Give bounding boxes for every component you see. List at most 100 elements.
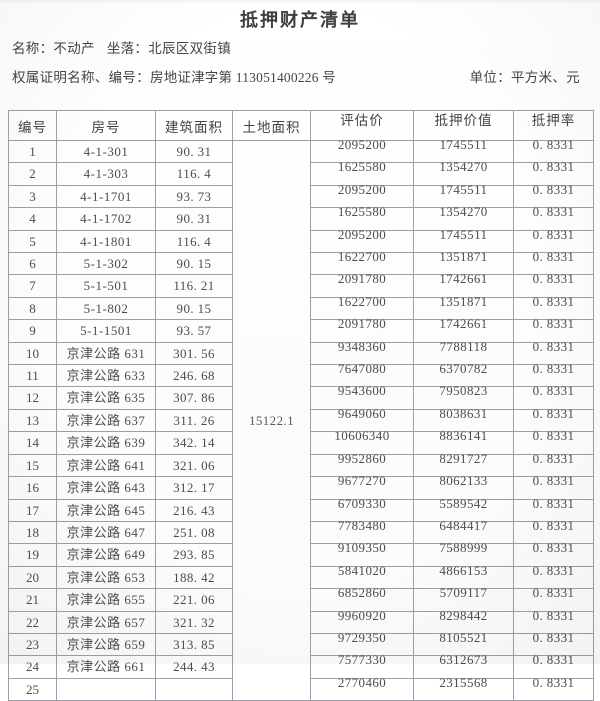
cell-mortgage-rate: 0. 8331 <box>513 581 594 605</box>
cell-building-area: 293. 85 <box>155 543 233 567</box>
cell-id: 10 <box>8 341 57 366</box>
cell-mortgage-value: 8298442 <box>413 603 514 627</box>
location-value: 北辰区双街镇 <box>148 41 232 56</box>
meta-line-certificate-unit: 权属证明名称、编号：房地证津字第 113051400226 号 单位：平方米、元 <box>0 69 600 87</box>
cell-mortgage-rate: 0. 8331 <box>513 648 594 672</box>
cell-mortgage-value: 1745511 <box>413 177 514 202</box>
cell-building-area: 321. 06 <box>155 453 233 478</box>
cell-id: 23 <box>8 632 57 657</box>
table-row: 2 4-1-303 116. 4 1625580 1354270 0. 8331 <box>8 155 594 186</box>
meta-line-name-location: 名称：不动产 坐落：北辰区双街镇 <box>0 40 600 58</box>
cell-room: 5-1-501 <box>56 274 156 298</box>
cell-room: 4-1-1801 <box>56 229 156 254</box>
cell-room: 京津公路 633 <box>56 364 156 388</box>
cell-id: 14 <box>8 431 57 455</box>
cell-mortgage-value: 4866153 <box>413 558 514 583</box>
cell-room: 京津公路 637 <box>56 408 156 433</box>
table-header: 编号 房号 建筑面积 土地面积 评估价 抵押价值 抵押率 <box>8 103 594 141</box>
cell-mortgage-value: 1742661 <box>413 267 514 291</box>
table-row: 12 京津公路 635 307. 86 9543600 7950823 0. 8331 <box>8 379 594 410</box>
cell-land-area-merged: 15122.1 <box>232 139 311 701</box>
column-header-building-area: 建筑面积 <box>155 110 233 141</box>
cell-building-area: 216. 43 <box>155 498 233 522</box>
cell-appraised-price: 9649060 <box>310 401 414 426</box>
cell-appraised-price: 9677270 <box>310 469 414 493</box>
cell-building-area <box>155 677 233 701</box>
cell-mortgage-value: 5589542 <box>413 491 514 515</box>
cell-id: 17 <box>8 498 57 522</box>
cell-mortgage-rate: 0. 8331 <box>513 357 594 381</box>
table-row: 15 京津公路 641 321. 06 9952860 8291727 0. 8331 <box>8 446 594 478</box>
cell-mortgage-value: 6370782 <box>413 357 514 381</box>
cell-building-area: 246. 68 <box>155 364 233 388</box>
cell-mortgage-value: 6312673 <box>413 648 514 672</box>
cell-mortgage-value: 7588999 <box>413 536 514 560</box>
cell-id: 7 <box>8 274 57 298</box>
cell-appraised-price: 2770460 <box>310 670 414 695</box>
cell-room: 5-1-1501 <box>56 319 156 343</box>
cell-appraised-price: 7783480 <box>310 513 414 538</box>
cell-mortgage-rate: 0. 8331 <box>513 670 594 695</box>
cell-appraised-price: 6709330 <box>310 491 414 515</box>
cell-mortgage-rate: 0. 8331 <box>513 446 594 471</box>
cell-mortgage-value: 7950823 <box>413 379 514 403</box>
unit-group: 单位：平方米、元 <box>470 69 600 87</box>
cell-mortgage-rate: 0. 8331 <box>513 289 594 314</box>
cell-building-area: 116. 4 <box>155 229 233 254</box>
cell-room: 京津公路 649 <box>56 543 156 567</box>
cell-building-area: 93. 57 <box>155 319 233 343</box>
cell-id: 6 <box>8 252 57 276</box>
cell-id: 22 <box>8 610 57 634</box>
table-row: 22 京津公路 657 321. 32 9960920 8298442 0. 8331 <box>8 603 594 634</box>
cell-mortgage-value: 1354270 <box>413 200 514 224</box>
cell-appraised-price: 9952860 <box>310 446 414 471</box>
cell-id: 1 <box>8 139 57 164</box>
cell-mortgage-value: 8038631 <box>413 401 514 426</box>
cell-mortgage-rate: 0. 8331 <box>513 155 594 179</box>
cell-mortgage-value: 5709117 <box>413 581 514 605</box>
cell-building-area: 244. 43 <box>155 655 233 679</box>
cell-mortgage-value: 1742661 <box>413 312 514 336</box>
cell-appraised-price: 9109350 <box>310 536 414 560</box>
cell-appraised-price: 2095200 <box>310 177 414 202</box>
cell-mortgage-value: 1745511 <box>413 132 514 157</box>
cell-mortgage-rate: 0. 8331 <box>513 603 594 627</box>
cell-room: 京津公路 643 <box>56 476 156 500</box>
cell-mortgage-rate: 0. 8331 <box>513 513 594 538</box>
cell-mortgage-value: 8836141 <box>413 424 514 448</box>
cell-appraised-price: 1625580 <box>310 200 414 224</box>
cell-mortgage-rate: 0. 8331 <box>513 379 594 403</box>
cell-room: 4-1-301 <box>56 139 156 164</box>
cell-mortgage-rate: 0. 8331 <box>513 267 594 291</box>
cell-id: 2 <box>8 162 57 186</box>
cell-room: 京津公路 641 <box>56 453 156 478</box>
cell-mortgage-rate: 0. 8331 <box>513 222 594 247</box>
table-row: 11 京津公路 633 246. 68 7647080 6370782 0. 8331 <box>8 357 594 388</box>
cell-id: 20 <box>8 565 57 590</box>
cell-id: 24 <box>8 655 57 679</box>
page-title: 抵押财产清单 <box>240 10 360 30</box>
table-row: 21 京津公路 655 221. 06 6852860 5709117 0. 8331 <box>8 581 594 612</box>
cell-id: 4 <box>8 207 57 231</box>
column-header-id: 编号 <box>8 110 57 141</box>
cell-building-area: 312. 17 <box>155 476 233 500</box>
cell-room: 京津公路 645 <box>56 498 156 522</box>
cell-id: 16 <box>8 476 57 500</box>
cell-mortgage-value: 8062133 <box>413 469 514 493</box>
cell-room: 5-1-802 <box>56 296 156 321</box>
cell-id: 15 <box>8 453 57 478</box>
cell-room: 4-1-303 <box>56 162 156 186</box>
unit-value: 平方米、元 <box>511 70 580 85</box>
table-row: 8 5-1-802 90. 15 1622700 1351871 0. 8331 <box>8 289 594 321</box>
cell-id: 25 <box>8 677 57 701</box>
cell-building-area: 251. 08 <box>155 520 233 545</box>
table-header-row: 编号 房号 建筑面积 土地面积 评估价 抵押价值 抵押率 <box>8 103 594 141</box>
cell-room: 京津公路 635 <box>56 386 156 410</box>
cell-mortgage-value: 1354270 <box>413 155 514 179</box>
cell-appraised-price: 5841020 <box>310 558 414 583</box>
cell-building-area: 188. 42 <box>155 565 233 590</box>
cell-mortgage-value: 2315568 <box>413 670 514 695</box>
table-row: 13 京津公路 637 311. 26 9649060 8038631 0. 8331 <box>8 401 594 433</box>
cell-appraised-price: 1622700 <box>310 289 414 314</box>
cell-building-area: 301. 56 <box>155 341 233 366</box>
